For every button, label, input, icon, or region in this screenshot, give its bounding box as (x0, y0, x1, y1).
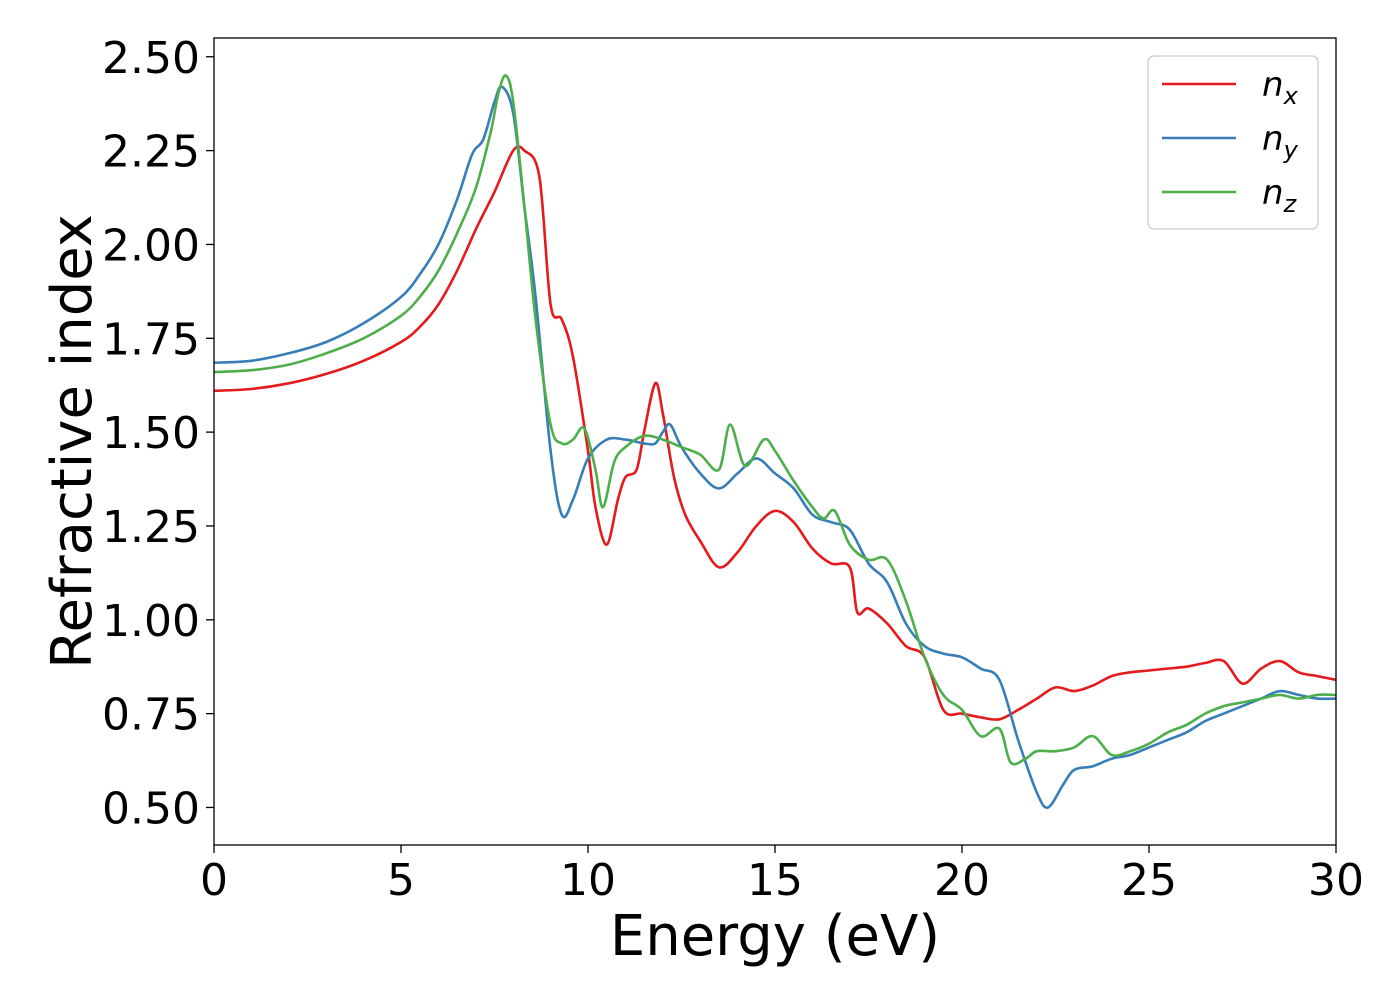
x-tick-label: 5 (387, 855, 415, 906)
plot-lines (214, 74, 1336, 809)
y-tick-label: 2.25 (102, 127, 200, 178)
x-tick-label: 30 (1308, 855, 1364, 906)
x-axis: 0 5 10 15 20 25 30 (200, 845, 1364, 906)
y-axis: 0.50 0.75 1.00 1.25 1.50 1.75 2.00 2.25 2.50 (102, 33, 214, 834)
legend-label-nz: nz (1262, 173, 1298, 218)
series-line-ny (214, 85, 1336, 809)
legend: nx ny nz (1147, 55, 1319, 230)
y-tick-label: 0.50 (102, 783, 200, 834)
y-tick-label: 2.00 (102, 220, 200, 271)
series-line-nz (214, 74, 1336, 766)
y-tick-label: 1.25 (102, 502, 200, 553)
legend-label-nx: nx (1262, 65, 1299, 110)
x-tick-label: 0 (200, 855, 228, 906)
x-tick-label: 20 (934, 855, 990, 906)
y-tick-label: 1.75 (102, 314, 200, 365)
legend-box (1147, 55, 1319, 230)
y-axis-title: Refractive index (40, 214, 105, 669)
legend-label-ny: ny (1262, 119, 1299, 164)
x-tick-label: 15 (747, 855, 803, 906)
x-axis-title: Energy (eV) (610, 904, 940, 969)
y-tick-label: 2.50 (102, 33, 200, 84)
x-tick-label: 25 (1121, 855, 1177, 906)
series-line-nx (214, 145, 1336, 721)
y-tick-label: 1.50 (102, 408, 200, 459)
y-tick-label: 0.75 (102, 690, 200, 741)
x-tick-label: 10 (560, 855, 616, 906)
y-tick-label: 1.00 (102, 596, 200, 647)
